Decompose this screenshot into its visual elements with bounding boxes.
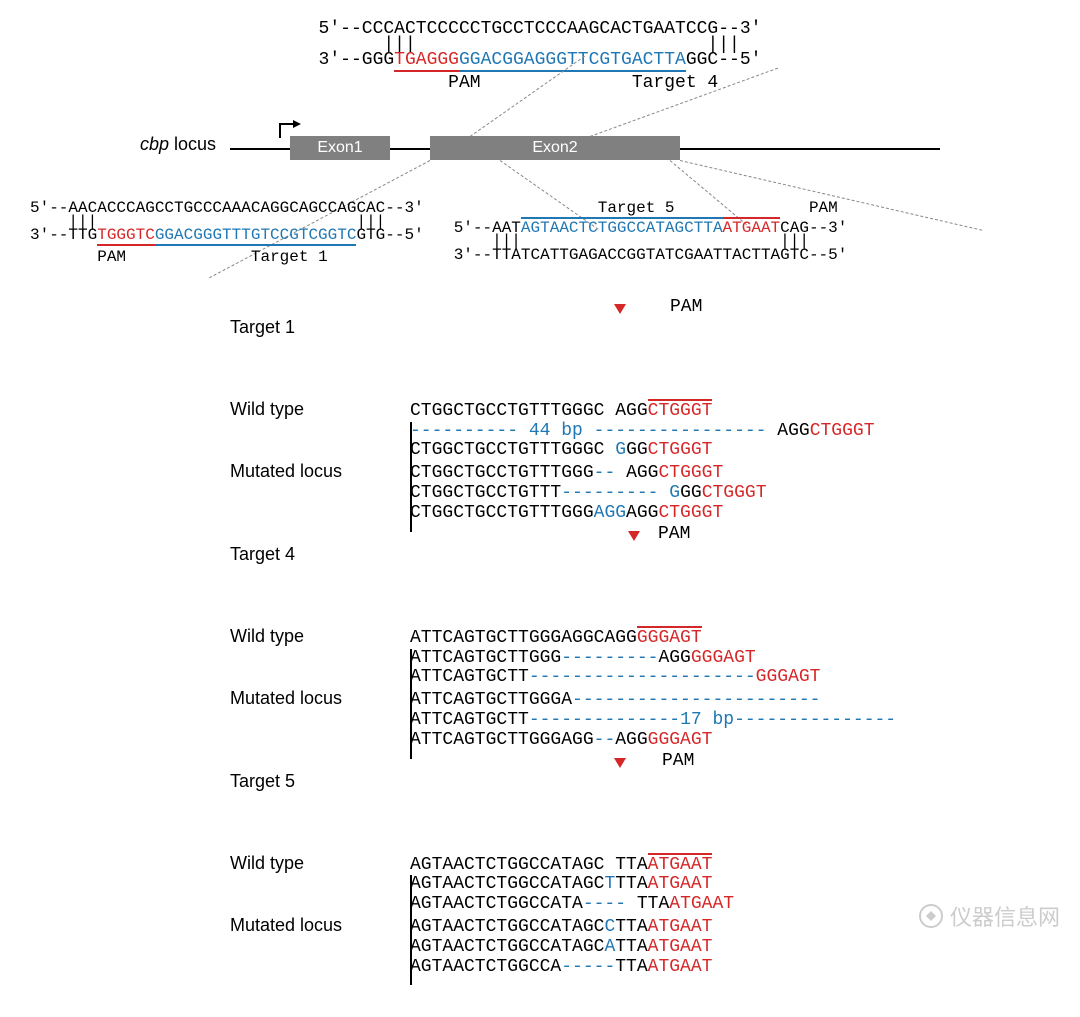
mutated-locus-label: Mutated locus xyxy=(230,461,410,482)
wild-type-label: Wild type xyxy=(230,626,410,647)
wt-seq: AGTAACTCTGGCCATAGC TTAATGAAT xyxy=(410,856,712,876)
watermark: 仪器信息网 xyxy=(918,900,1060,932)
alignment-section: Target 1 PAM Wild type CTGGCTGCCTGTTTGGG… xyxy=(230,317,1050,978)
mut-row: ATTCAGTGCTT---------------------GGGAGT xyxy=(410,668,820,688)
mut-row: AGTAACTCTGGCCATA---- TTAATGAAT xyxy=(410,895,734,915)
wild-type-label: Wild type xyxy=(230,853,410,874)
target5-dna: Target 5 PAM 5'--AATAGTAACTCTGGCCATAGCTT… xyxy=(454,200,848,266)
target4-title: Target 4 xyxy=(230,544,410,565)
target5-alignment: Target 5 PAM Wild type AGTAACTCTGGCCATAG… xyxy=(230,771,1050,978)
cleavage-arrow-icon xyxy=(628,531,640,541)
mut-row: ATTCAGTGCTTGGGA----------------------- xyxy=(410,691,820,711)
mut-row: CTGGCTGCCTGTTT--------- GGGCTGGGT xyxy=(410,484,767,504)
mutated-locus-label: Mutated locus xyxy=(230,688,410,709)
mut-row: ATTCAGTGCTTGGGAGG--AGGGGGAGT xyxy=(410,731,712,751)
wild-type-label: Wild type xyxy=(230,399,410,420)
top-labels: PAM Target 4 xyxy=(319,74,762,94)
cleavage-arrow-icon xyxy=(614,304,626,314)
target1-title: Target 1 xyxy=(230,317,410,338)
mut-row: CTGGCTGCCTGTTTGGGAGGAGGCTGGGT xyxy=(410,504,723,524)
mut-row: AGTAACTCTGGCCATAGCCTTAATGAAT xyxy=(410,918,712,938)
watermark-icon xyxy=(918,903,944,929)
cleavage-arrow-icon xyxy=(614,758,626,768)
target5-title: Target 5 xyxy=(230,771,410,792)
target4-alignment: Target 4 PAM Wild type ATTCAGTGCTTGGGAGG… xyxy=(230,544,1050,751)
mutated-locus-label: Mutated locus xyxy=(230,915,410,936)
target1-alignment: Target 1 PAM Wild type CTGGCTGCCTGTTTGGG… xyxy=(230,317,1050,524)
mut-row: CTGGCTGCCTGTTTGGG-- AGGCTGGGT xyxy=(410,464,723,484)
mut-row: ATTCAGTGCTTGGG---------AGGGGGAGT xyxy=(410,649,756,669)
wt-seq: CTGGCTGCCTGTTTGGGC AGGCTGGGT xyxy=(410,402,712,422)
target1-dna: 5'--AACACCCAGCCTGCCCAAACAGGCAGCCAGCAC--3… xyxy=(30,200,424,266)
pam-label: PAM xyxy=(662,752,694,772)
exon1-box: Exon1 xyxy=(290,136,390,160)
mut-row: AGTAACTCTGGCCA-----TTAATGAAT xyxy=(410,958,712,978)
pam-label: PAM xyxy=(658,525,690,545)
cbp-locus-label: cbp locus xyxy=(140,134,216,155)
exon2-box: Exon2 xyxy=(430,136,680,160)
locus-diagram: cbp locus Exon1 Exon2 xyxy=(30,124,1050,174)
bottom-strand: 3'--GGGTGAGGGGGACGGAGGGTTCGTGACTTAGGC--5… xyxy=(319,51,762,71)
mut-row: AGTAACTCTGGCCATAGCATTAATGAAT xyxy=(410,938,712,958)
pam-label: PAM xyxy=(670,298,702,318)
target4-dna: 5'--CCCACTCCCCCTGCCTCCCAAGCACTGAATCCG--3… xyxy=(30,20,1050,94)
wt-seq: ATTCAGTGCTTGGGAGGCAGGGGGAGT xyxy=(410,629,702,649)
mut-row: ATTCAGTGCTT--------------17 bp----------… xyxy=(410,711,896,731)
mut-row: ---------- 44 bp ---------------- AGGCTG… xyxy=(410,422,875,442)
mut-row: AGTAACTCTGGCCATAGCTTTAATGAAT xyxy=(410,875,712,895)
mut-row: CTGGCTGCCTGTTTGGGC GGGCTGGGT xyxy=(410,441,712,461)
